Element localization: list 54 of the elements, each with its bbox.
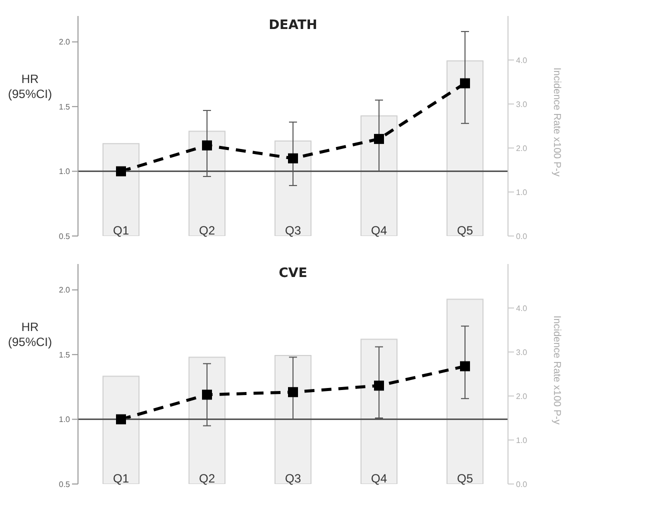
- x-tick-label: Q2: [198, 472, 216, 486]
- point: [374, 380, 384, 391]
- y2-tick-label: 3.0: [516, 100, 528, 109]
- x-tick-label: Q2: [198, 224, 216, 238]
- bar: [274, 140, 312, 236]
- point: [460, 78, 470, 88]
- y2-tick-label: 3.0: [516, 348, 528, 357]
- point: [374, 134, 384, 144]
- chart-title: CVE: [278, 266, 308, 281]
- x-tick-label: Q3: [284, 224, 302, 238]
- x-tick-label: Q4: [370, 224, 388, 238]
- bar: [446, 298, 484, 484]
- point: [288, 153, 298, 164]
- x-tick-label: Q1: [112, 472, 130, 486]
- bar: [102, 143, 140, 236]
- y-tick-label: 2.0: [58, 286, 71, 295]
- y2-tick-label: 2.0: [516, 144, 528, 153]
- bar: [188, 130, 226, 236]
- bar: [360, 338, 398, 484]
- x-tick-label: Q1: [112, 224, 130, 238]
- y-tick-label: 1.0: [58, 415, 71, 424]
- point: [116, 166, 126, 176]
- bar: [188, 356, 226, 484]
- y-tick-label: 1.0: [58, 167, 71, 176]
- y2-axis-title: Incidence Rate x100 P-y: [551, 316, 562, 424]
- y2-tick-label: 4.0: [516, 56, 528, 65]
- bar: [274, 355, 312, 484]
- y-tick-label: 0.5: [58, 480, 71, 489]
- x-tick-label: Q5: [456, 472, 474, 486]
- bar: [360, 115, 398, 236]
- bar: [446, 60, 484, 236]
- point: [460, 361, 470, 372]
- y-axis-title: HR (95%CI): [8, 320, 52, 349]
- point: [202, 390, 212, 400]
- y2-tick-label: 2.0: [516, 392, 528, 401]
- y2-tick-label: 1.0: [516, 188, 528, 197]
- y2-tick-label: 1.0: [516, 436, 528, 445]
- y2-axis-title: Incidence Rate x100 P-y: [551, 68, 562, 176]
- x-tick-label: Q5: [456, 224, 474, 238]
- chart-title: DEATH: [268, 18, 318, 33]
- point: [202, 140, 212, 150]
- y-tick-label: 1.5: [58, 350, 71, 360]
- x-tick-label: Q4: [370, 472, 388, 486]
- x-tick-label: Q3: [284, 472, 302, 486]
- y2-tick-label: 0.0: [516, 480, 528, 489]
- y-tick-label: 2.0: [58, 38, 71, 47]
- point: [116, 414, 126, 424]
- y-tick-label: 0.5: [58, 232, 71, 241]
- y2-tick-label: 0.0: [516, 232, 528, 241]
- y-axis-title: HR (95%CI): [8, 72, 52, 101]
- bar: [102, 376, 140, 484]
- point: [288, 387, 298, 398]
- y-tick-label: 1.5: [58, 102, 71, 112]
- y2-tick-label: 4.0: [516, 304, 528, 313]
